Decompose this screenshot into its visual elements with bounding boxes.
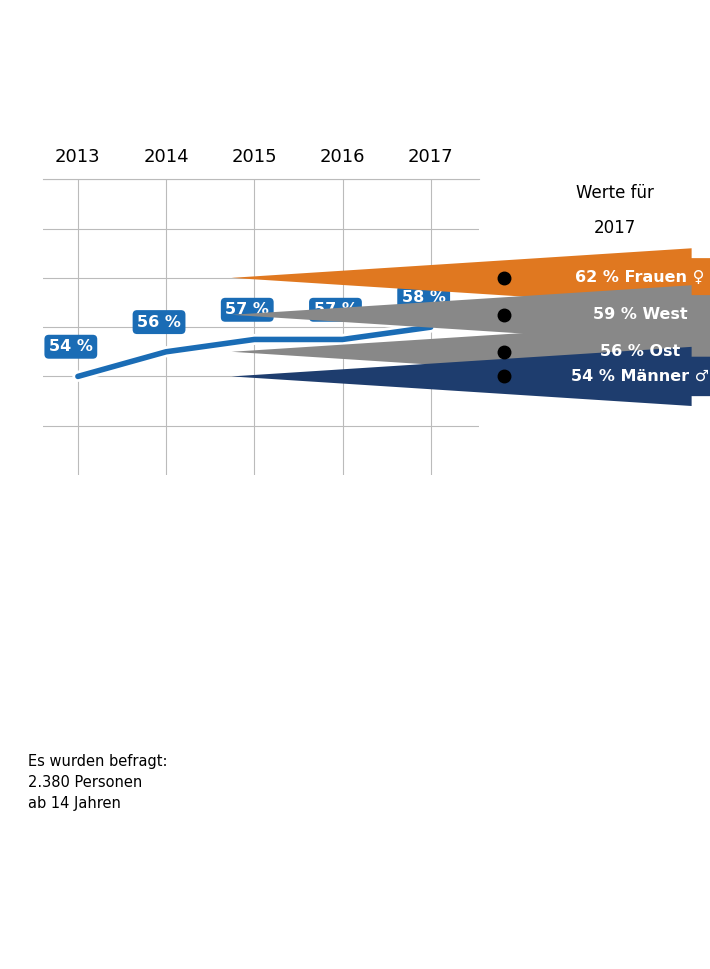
Text: 2017: 2017 (594, 219, 636, 236)
Text: Werte für: Werte für (577, 184, 654, 203)
Text: 56 % Ost: 56 % Ost (600, 344, 680, 359)
Text: 58 %: 58 % (402, 290, 446, 305)
Text: Große Angst vor Gift im Essen: Große Angst vor Gift im Essen (21, 23, 657, 59)
Text: 59 % West: 59 % West (593, 307, 687, 323)
Text: So viele Deutsche fürchten sich vor
Schadstoffen in Nahrungsmitteln: So viele Deutsche fürchten sich vor Scha… (21, 90, 479, 141)
Text: Es wurden befragt:
2.380 Personen
ab 14 Jahren: Es wurden befragt: 2.380 Personen ab 14 … (28, 754, 168, 811)
FancyBboxPatch shape (231, 347, 710, 406)
Text: 57 %: 57 % (314, 302, 357, 317)
Text: 56 %: 56 % (137, 315, 181, 329)
Text: 54 %: 54 % (49, 339, 93, 355)
Text: 62 % Frauen ♀: 62 % Frauen ♀ (575, 270, 705, 285)
FancyBboxPatch shape (231, 248, 710, 307)
Text: 54 % Männer ♂: 54 % Männer ♂ (571, 369, 709, 384)
Text: Quelle: R+V-Infocenter,  Studie „Die Ängste der Deutschen 2017“: Quelle: R+V-Infocenter, Studie „Die Ängs… (18, 936, 474, 952)
FancyBboxPatch shape (231, 285, 710, 344)
FancyBboxPatch shape (231, 323, 710, 382)
Text: 57 %: 57 % (225, 302, 269, 317)
